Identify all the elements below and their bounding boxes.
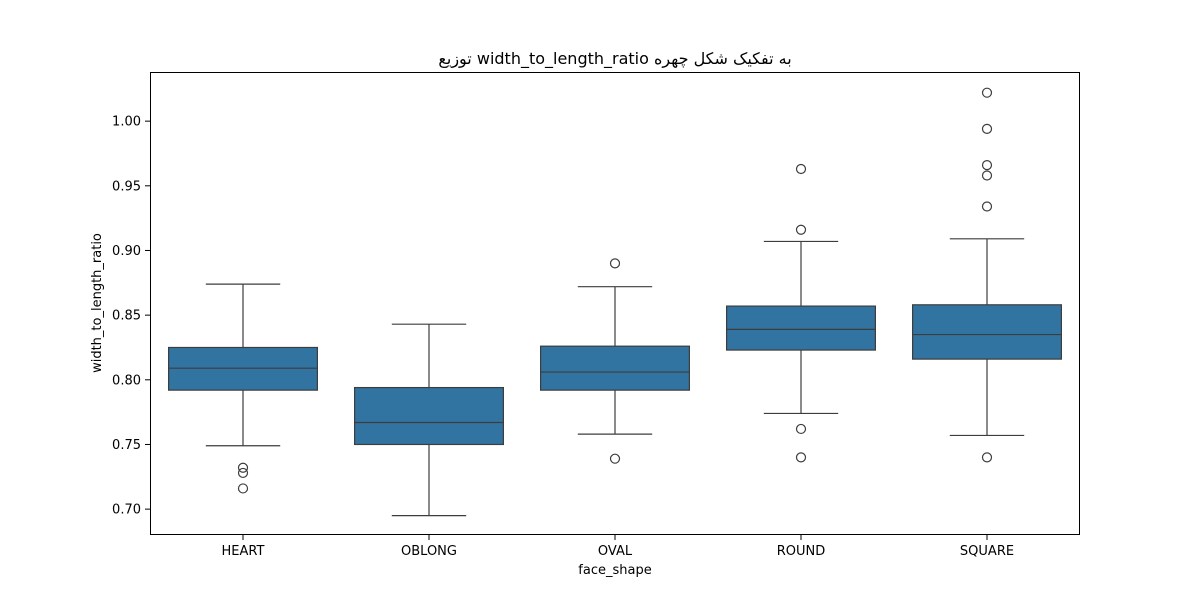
outlier-point: [981, 170, 993, 181]
box-group-oval: [539, 258, 690, 464]
outlier-point: [795, 163, 807, 175]
y-tick-label: 0.80: [112, 373, 141, 388]
x-axis-label: face_shape: [578, 563, 651, 578]
y-tick-label: 0.70: [112, 503, 141, 518]
outlier-point: [795, 423, 807, 435]
y-tick-label: 0.75: [112, 438, 141, 453]
outlier-point: [237, 467, 249, 479]
outlier-point: [609, 453, 621, 464]
y-tick-label: 0.95: [112, 179, 141, 194]
y-tick-label: 0.90: [112, 244, 141, 259]
x-tick-label: OVAL: [598, 544, 633, 559]
box-group-oblong: [354, 323, 505, 517]
box-group-round: [725, 163, 876, 463]
x-tick-label: OBLONG: [401, 544, 457, 559]
outlier-point: [609, 258, 621, 269]
outlier-point: [237, 483, 249, 494]
y-tick-label: 1.00: [112, 115, 141, 130]
outlier-point: [237, 462, 249, 473]
outlier-point: [981, 160, 993, 171]
x-tick-label: HEART: [222, 544, 265, 559]
y-tick-label: 0.85: [112, 309, 141, 324]
outlier-point: [981, 201, 993, 212]
iqr-box: [539, 345, 690, 391]
outlier-point: [981, 123, 993, 135]
outlier-point: [795, 224, 807, 235]
outlier-point: [981, 452, 993, 463]
iqr-box: [168, 346, 319, 391]
iqr-box: [354, 386, 505, 446]
box-group-square: [911, 87, 1062, 463]
chart-title: توزیع width_to_length_ratio به تفکیک شکل…: [438, 49, 791, 69]
y-axis-label: width_to_length_ratio: [90, 233, 105, 373]
plot-frame: [150, 72, 1080, 535]
x-tick-label: SQUARE: [960, 544, 1014, 559]
iqr-box: [911, 304, 1062, 360]
box-group-heart: [168, 283, 319, 494]
iqr-box: [725, 305, 876, 351]
outlier-point: [981, 87, 993, 98]
outlier-point: [795, 452, 807, 463]
x-tick-label: ROUND: [777, 544, 826, 559]
